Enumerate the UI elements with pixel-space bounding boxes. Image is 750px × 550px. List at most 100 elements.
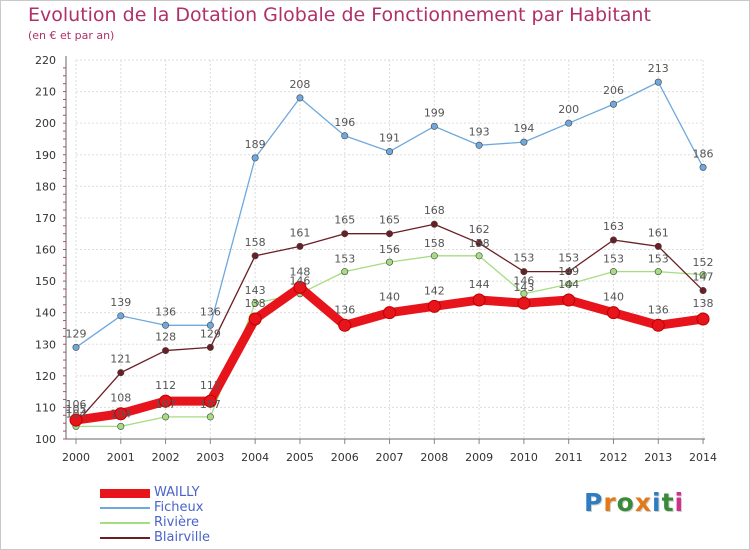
data-point (206, 321, 214, 329)
data-point (72, 343, 80, 351)
data-point (475, 252, 483, 260)
data-label: 156 (379, 243, 400, 256)
data-label: 165 (334, 214, 355, 227)
x-tick-label: 2007 (376, 451, 404, 464)
data-label: 196 (334, 116, 355, 129)
data-point (162, 413, 170, 421)
data-label: 106 (66, 398, 87, 411)
data-label: 193 (469, 125, 490, 138)
data-point (386, 148, 394, 156)
data-label: 104 (110, 407, 131, 420)
legend-swatch (100, 537, 150, 539)
y-tick-label: 150 (35, 275, 56, 288)
data-point (386, 230, 394, 238)
data-label: 186 (693, 147, 714, 160)
data-label: 138 (245, 297, 266, 310)
data-point (114, 407, 128, 421)
data-label: 153 (648, 253, 669, 266)
data-point (117, 312, 125, 320)
y-tick-label: 170 (35, 212, 56, 225)
legend-label: Blairville (154, 530, 210, 545)
y-tick-label: 100 (35, 433, 56, 446)
data-point (606, 306, 620, 320)
data-point (654, 242, 662, 250)
data-label: 128 (155, 331, 176, 344)
data-point (293, 280, 307, 294)
data-label: 158 (424, 237, 445, 250)
y-tick-label: 190 (35, 149, 56, 162)
data-point (251, 252, 259, 260)
data-label: 112 (200, 379, 221, 392)
x-tick-label: 2005 (286, 451, 314, 464)
x-tick-label: 2011 (555, 451, 583, 464)
x-tick-label: 2004 (241, 451, 269, 464)
data-point (383, 306, 397, 320)
y-tick-label: 210 (35, 86, 56, 99)
data-point (430, 122, 438, 130)
x-tick-label: 2014 (689, 451, 717, 464)
data-point (251, 299, 259, 307)
data-label: 136 (200, 305, 221, 318)
x-tick-label: 2000 (62, 451, 90, 464)
data-label: 158 (469, 237, 490, 250)
logo-letter: i (652, 488, 662, 517)
logo-letter: P (584, 488, 604, 517)
legend-swatch (100, 488, 150, 498)
x-tick-label: 2012 (599, 451, 627, 464)
data-point (565, 119, 573, 127)
data-label: 146 (289, 275, 310, 288)
data-point (699, 287, 707, 295)
legend-label: Rivière (154, 515, 200, 530)
data-point (69, 413, 83, 427)
data-label: 149 (558, 265, 579, 278)
data-point (206, 343, 214, 351)
data-point (699, 271, 707, 279)
data-label: 163 (603, 220, 624, 233)
data-label: 104 (66, 407, 87, 420)
data-label: 138 (693, 297, 714, 310)
data-label: 199 (424, 106, 445, 119)
legend-label: Ficheux (154, 500, 204, 515)
data-label: 161 (289, 226, 310, 239)
data-label: 200 (558, 103, 579, 116)
data-label: 144 (469, 278, 490, 291)
data-point (520, 268, 528, 276)
x-tick-label: 2002 (152, 451, 180, 464)
x-tick-label: 2008 (420, 451, 448, 464)
y-tick-label: 180 (35, 180, 56, 193)
data-point (565, 268, 573, 276)
data-point (699, 163, 707, 171)
y-tick-label: 160 (35, 244, 56, 257)
data-label: 112 (155, 379, 176, 392)
data-label: 148 (289, 265, 310, 278)
data-point (296, 94, 304, 102)
data-point (162, 321, 170, 329)
data-label: 136 (334, 303, 355, 316)
data-point (520, 138, 528, 146)
data-point (651, 318, 665, 332)
data-point (609, 268, 617, 276)
y-tick-label: 140 (35, 307, 56, 320)
data-label: 161 (648, 226, 669, 239)
data-point (475, 141, 483, 149)
data-point (341, 268, 349, 276)
data-label: 213 (648, 62, 669, 75)
data-label: 140 (379, 291, 400, 304)
data-point (472, 293, 486, 307)
data-point (430, 252, 438, 260)
logo-letter: o (616, 488, 635, 517)
data-point (117, 422, 125, 430)
data-point (565, 280, 573, 288)
data-point (248, 312, 262, 326)
logo-letter: t (661, 488, 675, 517)
data-point (427, 299, 441, 313)
data-point (609, 236, 617, 244)
x-tick-label: 2010 (510, 451, 538, 464)
data-label: 206 (603, 84, 624, 97)
data-point (159, 394, 173, 408)
data-point (203, 394, 217, 408)
data-label: 146 (513, 275, 534, 288)
data-point (296, 242, 304, 250)
x-tick-label: 2001 (107, 451, 135, 464)
data-point (696, 312, 710, 326)
